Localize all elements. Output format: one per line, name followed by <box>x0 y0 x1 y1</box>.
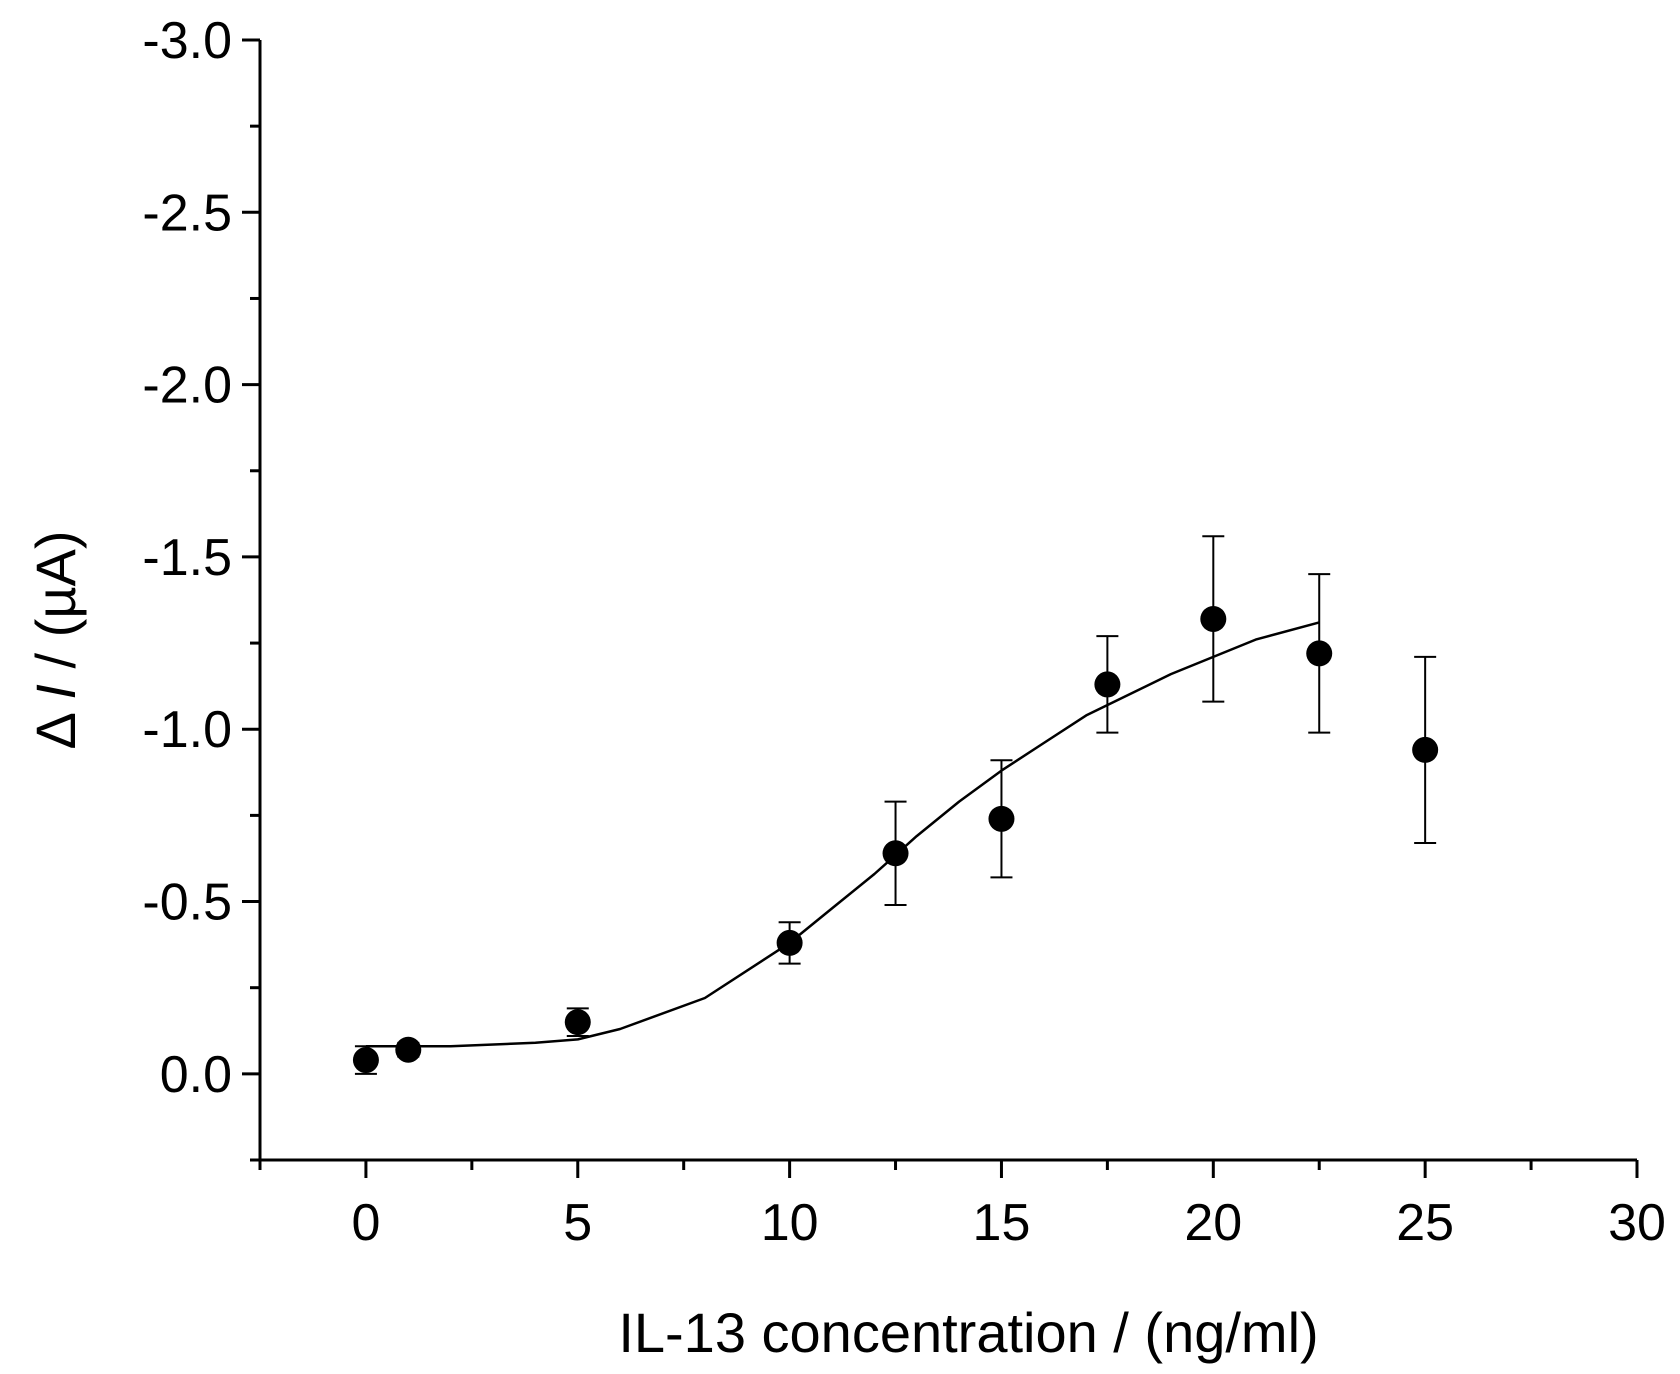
data-point <box>1094 671 1121 698</box>
data-point-group <box>395 1036 422 1063</box>
data-point-group <box>564 1007 591 1037</box>
x-axis-title: IL-13 concentration / (ng/ml) <box>618 1301 1318 1364</box>
y-tick-label: -2.5 <box>142 184 232 242</box>
data-point <box>395 1036 422 1063</box>
y-axis-title: Δ I / (µA) <box>24 530 87 749</box>
data-point-group <box>882 800 909 906</box>
data-point <box>776 929 803 956</box>
y-tick-label: 0.0 <box>160 1046 232 1104</box>
axes: 0.0 -0.5 -1.0 -1.5 -2.0 -2.5 -3.0 0 5 10 15 20 25 30 <box>142 12 1666 1252</box>
data-point-group <box>1094 635 1121 734</box>
x-tick-label: 15 <box>973 1194 1031 1252</box>
data-point <box>1200 605 1227 632</box>
y-axis-title-symbol: I <box>24 684 87 700</box>
x-tick-label: 5 <box>563 1194 592 1252</box>
y-tick-label: -1.0 <box>142 701 232 759</box>
data-point-group <box>776 921 803 965</box>
data-point <box>988 805 1015 832</box>
y-tick-label: -0.5 <box>142 874 232 932</box>
x-tick-label: 10 <box>761 1194 819 1252</box>
y-axis-title-prefix: Δ <box>24 700 87 750</box>
data-point <box>1306 640 1333 667</box>
y-axis-title-suffix: / (µA) <box>24 530 87 684</box>
data-point-group <box>352 1045 379 1075</box>
data-point-group <box>988 759 1015 879</box>
y-tick-label: -3.0 <box>142 12 232 70</box>
x-tick-label: 20 <box>1184 1194 1242 1252</box>
y-tick-label: -2.0 <box>142 357 232 415</box>
data-point-group <box>1200 535 1227 703</box>
data-point <box>352 1047 379 1074</box>
fit-curve-layer <box>365 621 1320 1048</box>
data-point-group <box>1306 573 1333 734</box>
data-point-group <box>1412 655 1439 844</box>
data-point <box>564 1009 591 1036</box>
y-tick-label: -1.5 <box>142 529 232 587</box>
x-tick-label: 30 <box>1608 1194 1666 1252</box>
data-points-layer <box>352 535 1439 1075</box>
fit-curve <box>365 621 1320 1048</box>
data-point <box>882 840 909 867</box>
data-point <box>1412 736 1439 763</box>
x-tick-label: 0 <box>351 1194 380 1252</box>
x-tick-label: 25 <box>1396 1194 1454 1252</box>
